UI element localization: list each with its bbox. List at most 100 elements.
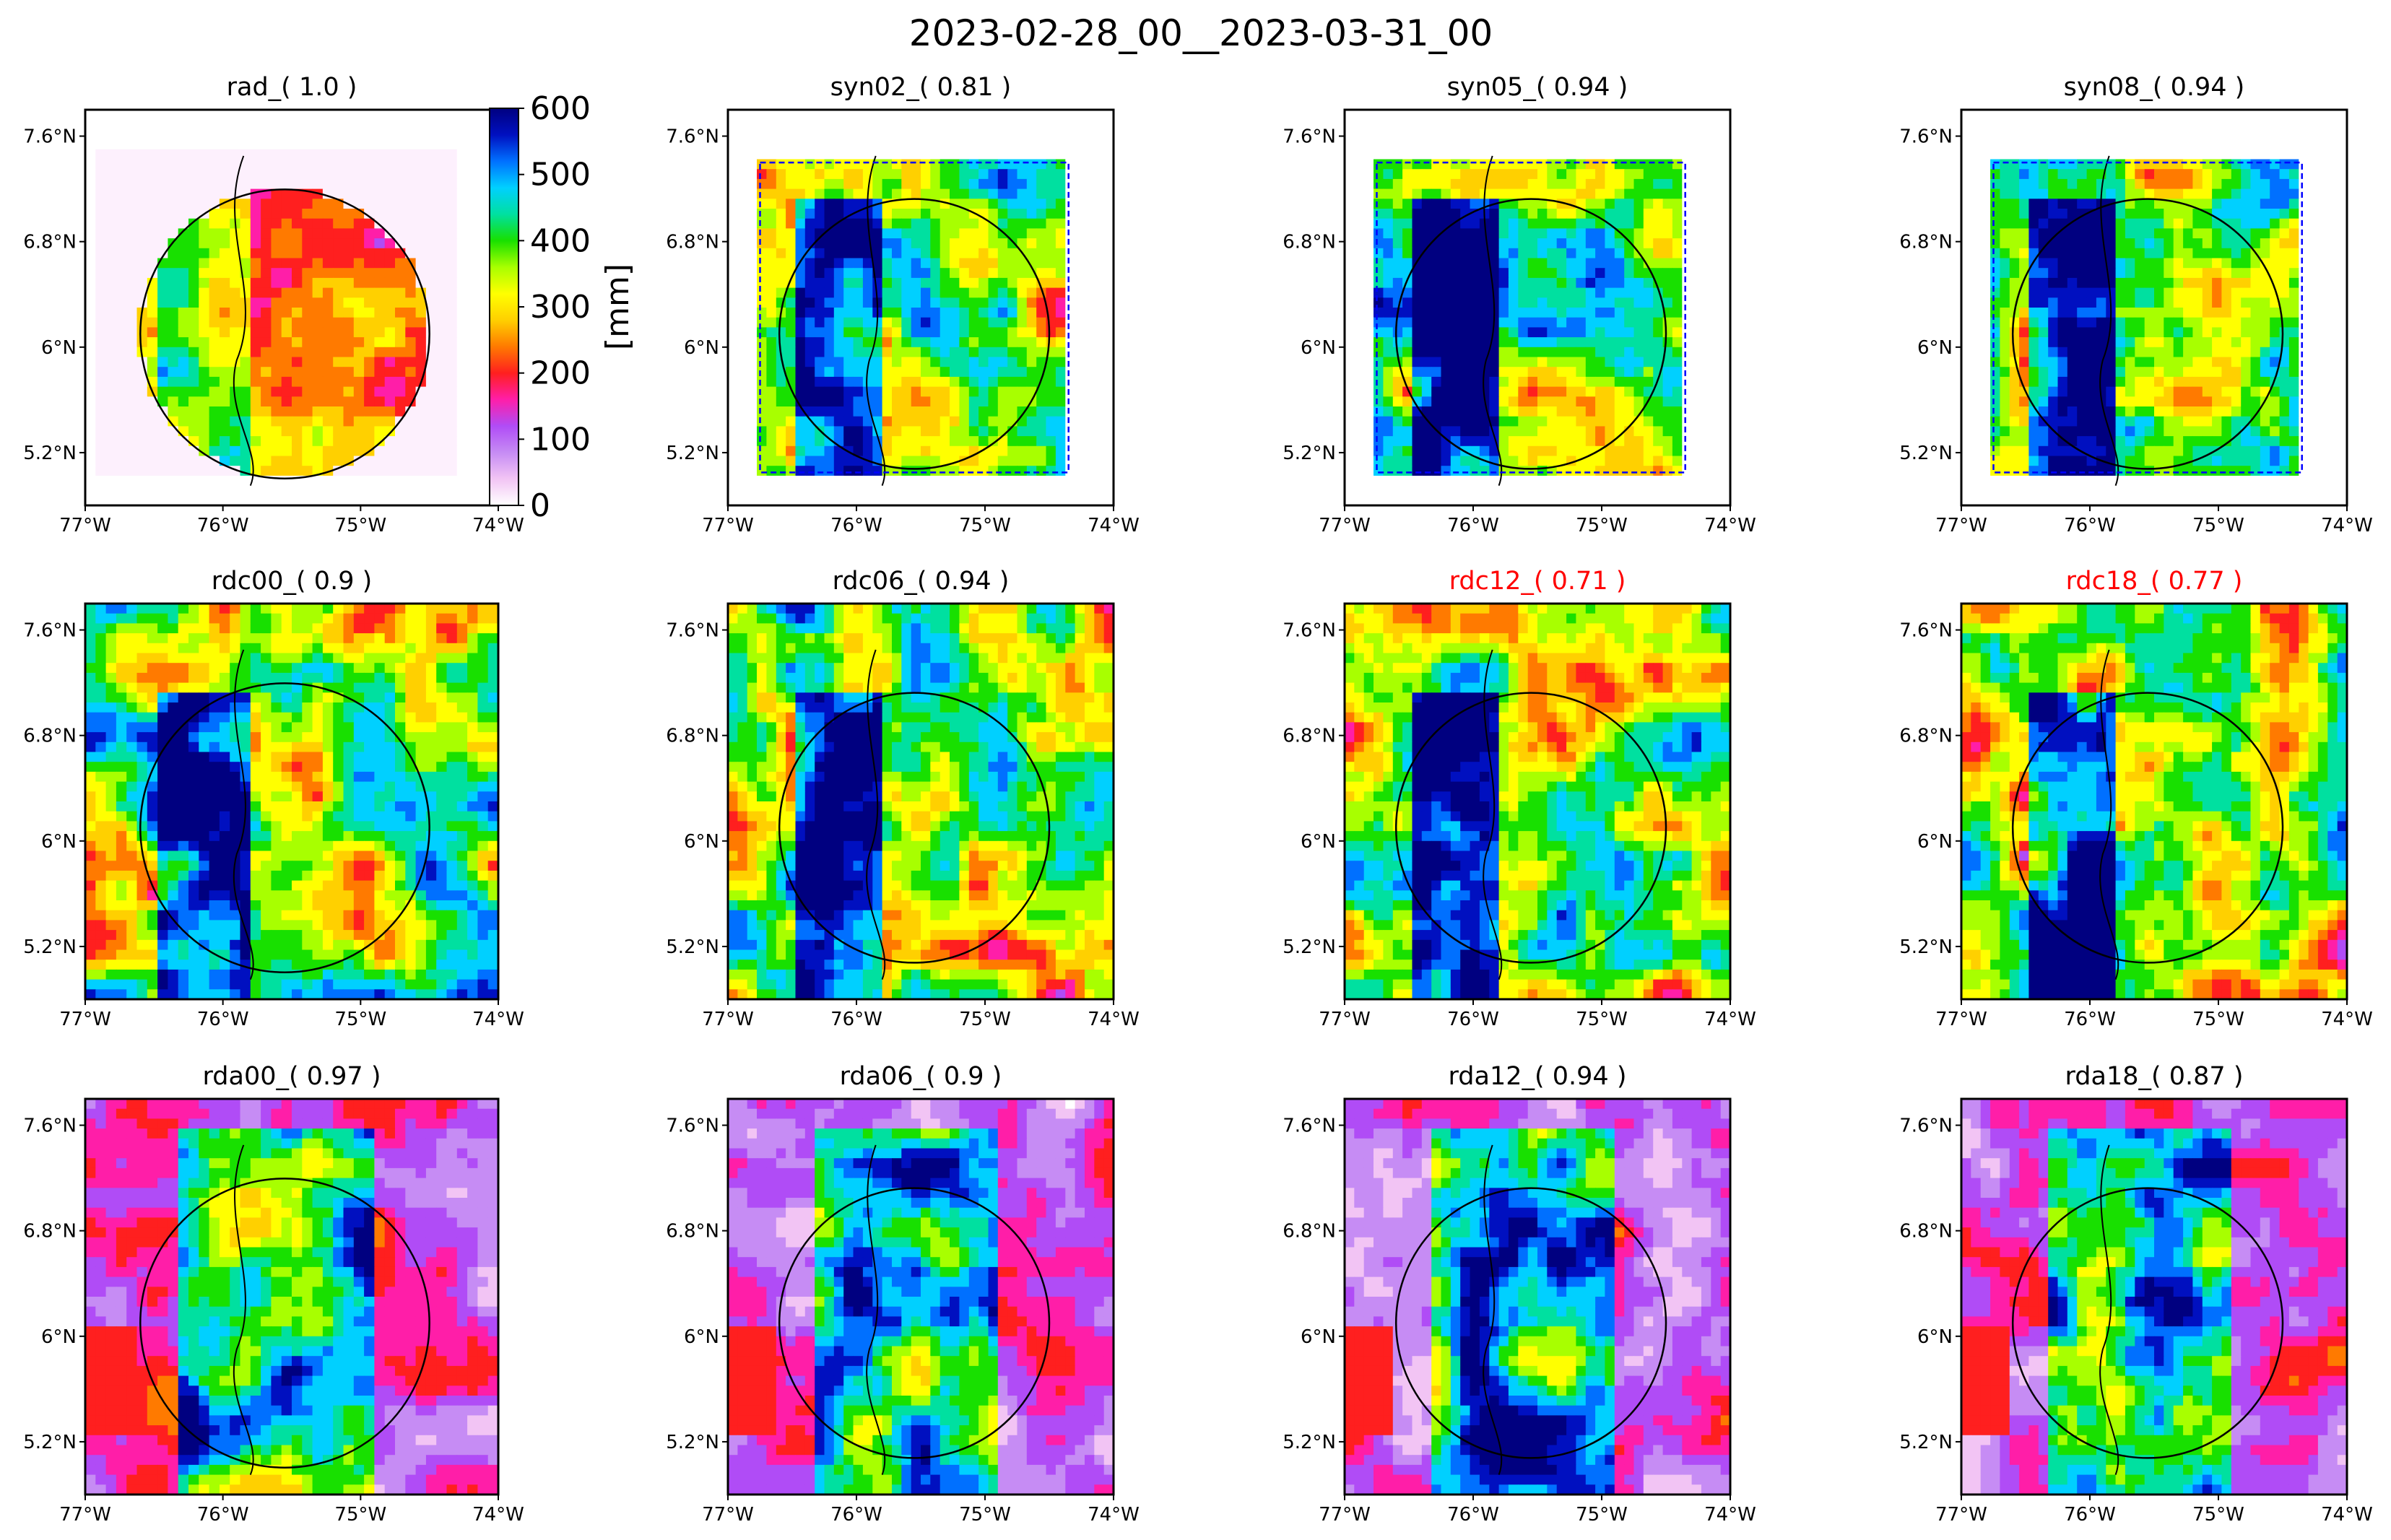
x-tick-label: 76°W (2064, 1504, 2116, 1526)
panel-syn05: syn05_( 0.94 ) 7.6°N 6.8°N 6°N 5.2°N 77°W 76°W… (1283, 73, 1756, 536)
y-tick-label: 5.2°N (23, 443, 77, 464)
radar-range-circle (139, 1178, 430, 1469)
axes-frame (726, 108, 1115, 507)
y-tick-label: 5.2°N (666, 936, 719, 958)
colorbar-label: [mm] (599, 264, 636, 350)
radar-range-circle (1394, 1187, 1667, 1459)
axes-frame (726, 602, 1115, 1001)
y-tick-label: 7.6°N (1899, 126, 1953, 148)
y-tick-label: 5.2°N (23, 1432, 77, 1453)
heatmap-rdc00 (85, 604, 498, 999)
axes-frame (1343, 602, 1732, 1001)
y-tick-label: 7.6°N (1283, 1115, 1336, 1137)
radar-range-circle (2011, 198, 2284, 470)
y-tick-label: 7.6°N (1283, 126, 1336, 148)
domain-boundary (1992, 161, 2303, 474)
heatmap-rda12 (1345, 1099, 1730, 1495)
axes-frame (726, 1097, 1115, 1496)
y-tick-label: 5.2°N (1899, 443, 1953, 464)
y-tick-label: 6.8°N (1283, 726, 1336, 747)
x-tick-label: 74°W (1088, 1504, 1140, 1526)
y-tick-label: 6.8°N (23, 726, 77, 747)
y-tick-label: 7.6°N (23, 620, 77, 642)
y-tick-label: 6.8°N (23, 232, 77, 253)
axes-frame (1960, 1097, 2348, 1496)
heatmap-rad (85, 110, 498, 505)
terrain-contour (2099, 155, 2119, 486)
y-tick-label: 6°N (41, 831, 77, 853)
x-tick-label: 77°W (1319, 515, 1371, 536)
panel-title: rdc12_( 0.71 ) (1449, 567, 1626, 596)
colorbar-gradient (489, 108, 519, 506)
x-tick-label: 74°W (1088, 1009, 1140, 1030)
axes-frame (1960, 108, 2348, 507)
terrain-contour (2099, 1144, 2119, 1475)
y-tick-label: 5.2°N (1283, 936, 1336, 958)
heatmap-rda06 (728, 1099, 1114, 1495)
x-tick-label: 75°W (2192, 1009, 2244, 1030)
heatmap-rdc12 (1345, 604, 1730, 999)
y-tick-label: 6°N (41, 337, 77, 359)
panel-rdc00: rdc00_( 0.9 ) 7.6°N 6.8°N 6°N 5.2°N 77°W 76°W 7… (23, 567, 524, 1030)
x-tick-label: 76°W (197, 515, 249, 536)
axes-frame (1343, 1097, 1732, 1496)
terrain-contour (1483, 155, 1503, 486)
colorbar-tick-label: 400 (530, 222, 591, 259)
x-tick-label: 75°W (2192, 515, 2244, 536)
radar-range-circle (139, 188, 430, 479)
y-tick-label: 7.6°N (666, 126, 719, 148)
radar-range-circle (778, 198, 1051, 470)
panel-rda18: rda18_( 0.87 ) 7.6°N 6.8°N 6°N 5.2°N 77°W 76°W… (1899, 1062, 2373, 1526)
axes-frame (1960, 602, 2348, 1001)
x-tick-label: 77°W (59, 1009, 111, 1030)
x-tick-label: 74°W (1088, 515, 1140, 536)
radar-range-circle (1394, 198, 1667, 470)
radar-range-circle (778, 692, 1051, 964)
y-tick-label: 6°N (1301, 1326, 1336, 1348)
colorbar-tick-label: 300 (530, 289, 591, 326)
x-tick-label: 75°W (2192, 1504, 2244, 1526)
x-tick-label: 75°W (334, 1504, 386, 1526)
x-tick-label: 74°W (2321, 1504, 2373, 1526)
y-tick-label: 6.8°N (666, 1221, 719, 1243)
x-tick-label: 75°W (1576, 515, 1628, 536)
y-tick-label: 7.6°N (23, 1115, 77, 1137)
x-tick-label: 74°W (1704, 1009, 1756, 1030)
x-tick-label: 75°W (959, 1009, 1011, 1030)
panel-rad: rad_( 1.0 ) 7.6°N 6.8°N 6°N 5.2°N 77°W 76°W 75°… (23, 73, 524, 536)
panels-grid: rad_( 1.0 ) 7.6°N 6.8°N 6°N 5.2°N 77°W 76°W 75°… (23, 73, 2373, 1526)
x-tick-label: 75°W (334, 515, 386, 536)
panel-syn02: syn02_( 0.81 ) 7.6°N 6.8°N 6°N 5.2°N 77°W 76°W… (666, 73, 1140, 536)
terrain-contour (866, 649, 886, 980)
panel-rdc12: rdc12_( 0.71 ) 7.6°N 6.8°N 6°N 5.2°N 77°W 76°W… (1283, 567, 1756, 1030)
x-tick-label: 75°W (1576, 1504, 1628, 1526)
radar-range-circle (2011, 692, 2284, 964)
colorbar-tick-label: 500 (530, 157, 591, 193)
y-tick-label: 6.8°N (666, 726, 719, 747)
y-tick-label: 6°N (1917, 1326, 1953, 1348)
y-tick-label: 5.2°N (1283, 1432, 1336, 1453)
heatmap-syn08 (1961, 110, 2347, 505)
radar-range-circle (1394, 692, 1667, 964)
x-tick-label: 74°W (1704, 515, 1756, 536)
colorbar-tick-label: 600 (530, 90, 591, 127)
panel-rda12: rda12_( 0.94 ) 7.6°N 6.8°N 6°N 5.2°N 77°W 76°W… (1283, 1062, 1756, 1526)
y-tick-label: 6.8°N (1283, 232, 1336, 253)
y-tick-label: 5.2°N (1899, 936, 1953, 958)
y-tick-label: 6.8°N (1283, 1221, 1336, 1243)
y-tick-label: 7.6°N (23, 126, 77, 148)
y-tick-label: 6°N (1301, 831, 1336, 853)
y-tick-label: 5.2°N (23, 936, 77, 958)
y-tick-label: 7.6°N (1899, 1115, 1953, 1137)
x-tick-label: 76°W (2064, 1009, 2116, 1030)
terrain-contour (2099, 649, 2119, 980)
panel-rdc06: rdc06_( 0.94 ) 7.6°N 6.8°N 6°N 5.2°N 77°W 76°W… (666, 567, 1140, 1030)
heatmap-rda00 (85, 1099, 498, 1495)
x-tick-label: 74°W (2321, 1009, 2373, 1030)
y-tick-label: 6°N (41, 1326, 77, 1348)
heatmap-syn05 (1345, 110, 1730, 505)
x-tick-label: 74°W (2321, 515, 2373, 536)
y-tick-label: 6.8°N (1899, 232, 1953, 253)
panel-title: rdc00_( 0.9 ) (212, 567, 373, 596)
